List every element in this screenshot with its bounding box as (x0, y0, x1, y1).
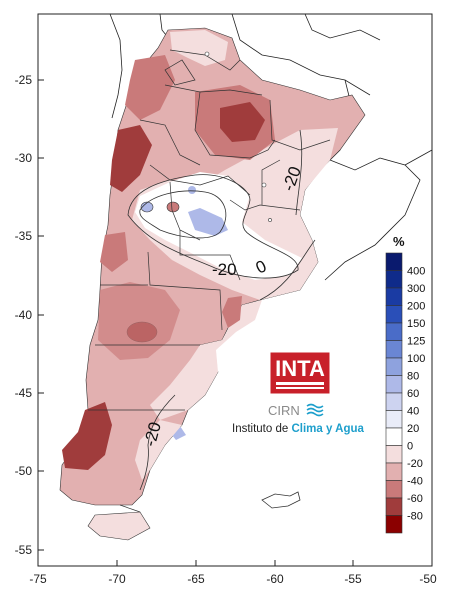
legend-swatch (385, 515, 403, 534)
legend-swatch (385, 375, 403, 394)
x-tick-label: -60 (266, 572, 284, 586)
y-tick-label: -30 (15, 151, 33, 165)
legend-swatch (385, 305, 403, 324)
legend-label: -60 (407, 493, 423, 505)
y-tick-label: -40 (15, 308, 33, 322)
light-zone-south (135, 420, 182, 480)
red-spot-1 (166, 201, 180, 213)
legend-label: 80 (407, 371, 419, 383)
strong-zone-centre-west (98, 282, 180, 360)
y-tick-label: -45 (15, 386, 33, 400)
x-tick-label: -55 (344, 572, 362, 586)
legend-label: -40 (407, 476, 423, 488)
inta-logo-stripe (276, 382, 324, 385)
dark-zone-north-east (220, 102, 265, 142)
y-tick-label: -25 (15, 73, 33, 87)
legend-swatch (385, 340, 403, 359)
legend-swatch (385, 410, 403, 429)
cirn-text: CIRN (268, 403, 300, 418)
y-tick-label: -35 (15, 229, 33, 243)
province-borders (88, 49, 331, 513)
legend-swatch (385, 252, 403, 271)
inta-logo-stripe-2 (276, 387, 324, 389)
light-zone-south-east (150, 300, 262, 420)
legend-swatch (385, 497, 403, 516)
x-axis (37, 560, 433, 566)
legend-label: -20 (407, 458, 423, 470)
legend-swatch (385, 427, 403, 446)
legend-swatch (385, 445, 403, 464)
institute-name: Clima y Agua (291, 423, 364, 435)
y-axis (38, 79, 44, 551)
malvinas-islands (261, 491, 301, 509)
legend-label: -80 (407, 511, 423, 523)
legend-label: 20 (407, 423, 419, 435)
legend-label: 0 (407, 441, 413, 453)
legend-swatch (385, 392, 403, 411)
legend-swatch (385, 480, 403, 499)
y-tick-label: -55 (15, 543, 33, 557)
contour-label: -20 (212, 260, 237, 279)
strong-zone-north-west (125, 55, 175, 120)
x-tick-label: -50 (419, 572, 437, 586)
institute-text: Instituto de Clima y Agua (232, 423, 364, 435)
contour-lines (127, 129, 316, 491)
blue-spot-1 (140, 201, 154, 213)
legend-colorbar (385, 252, 403, 534)
x-tick-label: -75 (29, 572, 47, 586)
legend-unit: % (393, 234, 405, 249)
legend-label: 200 (407, 301, 425, 313)
legend-label: 150 (407, 318, 425, 330)
legend-label: 400 (407, 266, 425, 278)
legend-label: 60 (407, 388, 419, 400)
tierra-del-fuego (87, 511, 151, 541)
water-wave-icon (306, 403, 324, 417)
institute-prefix: Instituto de (232, 423, 291, 435)
x-tick-label: -70 (108, 572, 126, 586)
legend-label: 100 (407, 353, 425, 365)
small-dots (204, 51, 272, 222)
legend-swatch (385, 270, 403, 289)
legend-swatch (385, 287, 403, 306)
blue-zone (188, 208, 228, 236)
legend-label: 125 (407, 336, 425, 348)
dark-zone-south (62, 402, 112, 470)
inta-logo-text: INTA (275, 356, 325, 381)
legend-swatch (385, 357, 403, 376)
strong-zone-east-coast (222, 296, 242, 328)
legend-label: 40 (407, 406, 419, 418)
legend-label: 300 (407, 283, 425, 295)
legend-swatch (385, 322, 403, 341)
y-tick-label: -50 (15, 464, 33, 478)
light-zone-north (170, 30, 228, 66)
legend-swatch (385, 462, 403, 481)
dark-zone-west (110, 125, 152, 192)
blue-spot-2 (188, 186, 196, 194)
strong-zone-west-2 (100, 232, 128, 272)
x-tick-label: -65 (187, 572, 205, 586)
inta-branding: INTA CIRN Instituto de Clima y Agua (232, 351, 364, 435)
